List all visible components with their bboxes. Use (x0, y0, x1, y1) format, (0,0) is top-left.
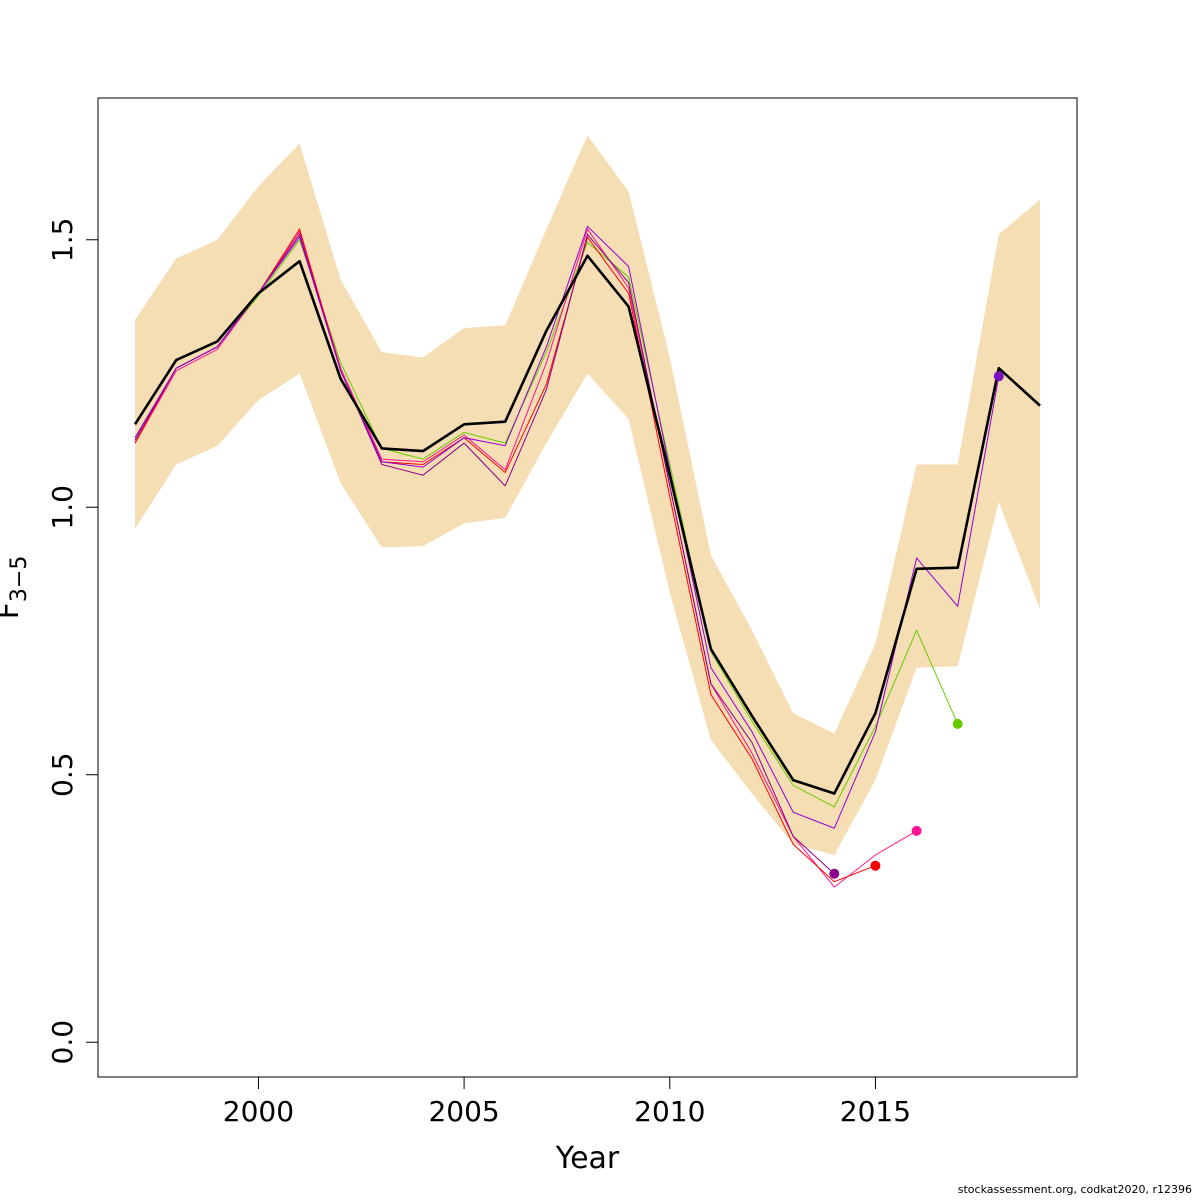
y-axis-title: F3−5 (0, 556, 32, 620)
y-tick-label-1.5: 1.5 (46, 218, 79, 263)
retro-series-endpoint-5 (993, 371, 1004, 382)
y-tick-label-1.0: 1.0 (46, 485, 79, 530)
y-axis-title-subscript: 3−5 (7, 556, 32, 602)
retro-series-endpoint-3 (870, 860, 881, 871)
y-tick-label-0.5: 0.5 (46, 752, 79, 797)
main-series-line (133, 254, 1041, 795)
main-series-group (133, 254, 1041, 795)
x-axis: 2000 2005 2010 2015 (223, 1076, 911, 1128)
y-tick-label-0.0: 0.0 (46, 1020, 79, 1065)
endpoint-markers (829, 371, 1004, 879)
x-tick-label-2010: 2010 (634, 1095, 705, 1128)
y-axis-title-main: F (0, 602, 26, 619)
x-axis-title: Year (555, 1141, 620, 1176)
retro-series-line-1 (134, 238, 959, 808)
y-axis: 0.0 0.5 1.0 1.5 (46, 218, 99, 1065)
retro-series-endpoint-2 (911, 825, 922, 836)
x-tick-label-2005: 2005 (428, 1095, 499, 1128)
confidence-band (135, 135, 1040, 855)
x-tick-label-2015: 2015 (840, 1095, 911, 1128)
retro-series-endpoint-4 (829, 868, 840, 879)
footer-note: stockassessment.org, codkat2020, r12396 (957, 1183, 1192, 1196)
x-tick-label-2000: 2000 (223, 1095, 294, 1128)
confidence-band-area (135, 135, 1040, 855)
retro-series-line-5 (134, 225, 1000, 829)
retro-series-endpoint-1 (952, 718, 963, 729)
